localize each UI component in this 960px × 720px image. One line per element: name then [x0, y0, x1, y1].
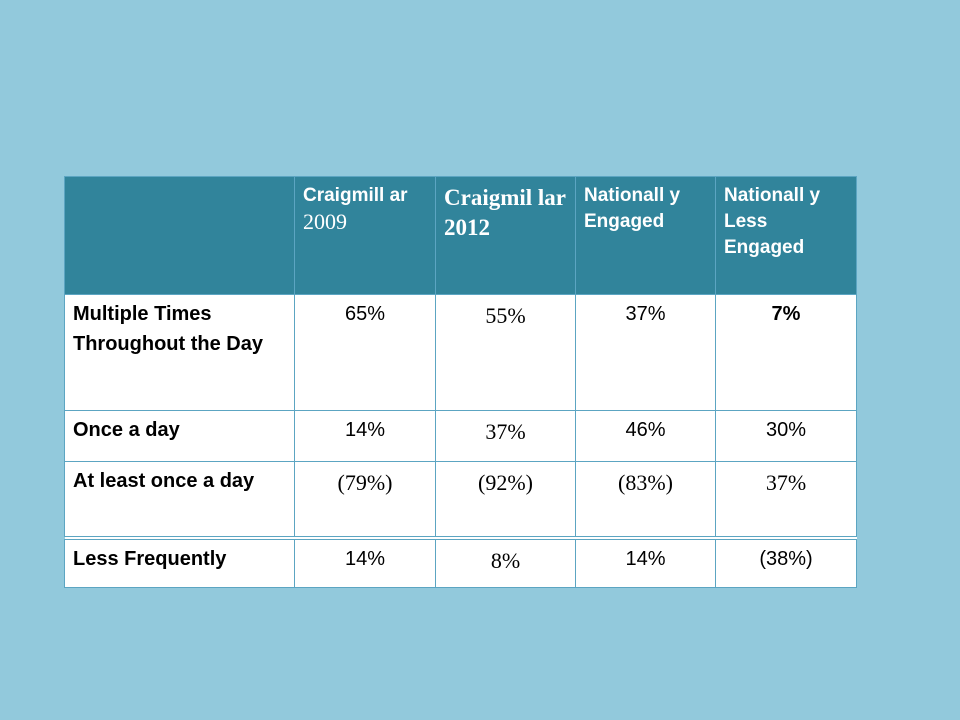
- cell-value: 46%: [575, 410, 716, 462]
- table-row: At least once a day (79%) (92%) (83%) 37…: [64, 461, 857, 540]
- row-label: Less Frequently: [64, 537, 295, 588]
- header-craigmillar-2012: Craigmil lar 2012: [435, 176, 576, 295]
- cell-value: (83%): [575, 461, 716, 540]
- row-label: Multiple Times Throughout the Day: [64, 294, 295, 411]
- header-craigmillar-2009-text: Craigmill ar: [303, 185, 408, 206]
- row-label: Once a day: [64, 410, 295, 462]
- header-nationally-engaged: Nationall y Engaged: [575, 176, 716, 295]
- row-label: At least once a day: [64, 461, 295, 540]
- cell-value: 14%: [294, 537, 436, 588]
- header-craigmillar-2009: Craigmill ar 2009: [294, 176, 436, 295]
- header-corner-cell: [64, 176, 295, 295]
- cell-value: (38%): [715, 537, 857, 588]
- header-craigmillar-2009-year: 2009: [303, 209, 347, 234]
- cell-value: 8%: [435, 537, 576, 588]
- header-craigmillar-2012-text: Craigmil lar 2012: [444, 185, 566, 240]
- cell-value: (79%): [294, 461, 436, 540]
- cell-value: 55%: [435, 294, 576, 411]
- cell-value: (92%): [435, 461, 576, 540]
- cell-value: 37%: [715, 461, 857, 540]
- table-row: Multiple Times Throughout the Day 65% 55…: [64, 294, 857, 411]
- cell-value: 65%: [294, 294, 436, 411]
- cell-value: 37%: [575, 294, 716, 411]
- header-nationally-less-engaged: Nationall y Less Engaged: [715, 176, 857, 295]
- header-row: Craigmill ar 2009 Craigmil lar 2012 Nati…: [64, 176, 857, 295]
- frequency-table: Craigmill ar 2009 Craigmil lar 2012 Nati…: [64, 176, 857, 588]
- cell-value: 14%: [294, 410, 436, 462]
- cell-value: 30%: [715, 410, 857, 462]
- table-row: Once a day 14% 37% 46% 30%: [64, 410, 857, 462]
- header-nationally-engaged-text: Nationall y Engaged: [584, 185, 681, 232]
- cell-value: 37%: [435, 410, 576, 462]
- cell-value: 14%: [575, 537, 716, 588]
- header-nationally-less-engaged-text: Nationall y Less Engaged: [724, 185, 821, 258]
- cell-value: 7%: [715, 294, 857, 411]
- table-row: Less Frequently 14% 8% 14% (38%): [64, 537, 857, 588]
